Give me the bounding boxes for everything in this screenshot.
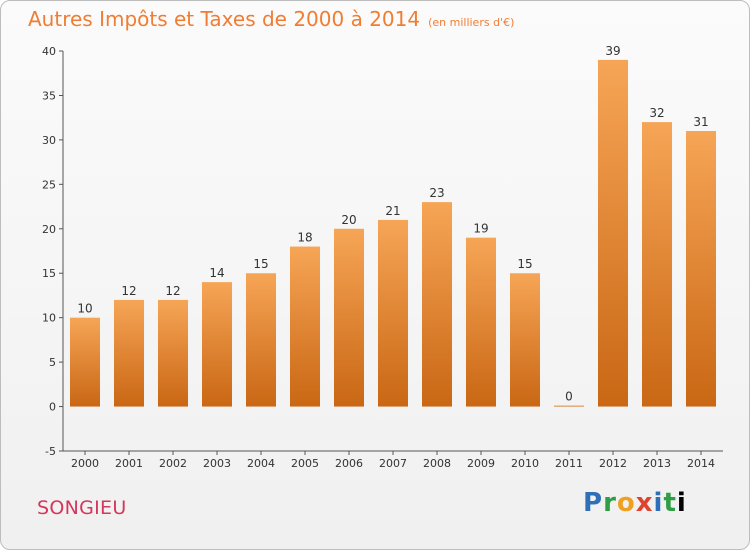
x-tick-label: 2004	[247, 457, 275, 470]
data-label: 39	[605, 44, 620, 58]
bar	[114, 299, 144, 407]
y-tick-label: 5	[49, 356, 56, 369]
bar	[422, 202, 452, 407]
data-label: 23	[429, 186, 444, 200]
x-tick-label: 2009	[467, 457, 495, 470]
x-tick-label: 2000	[71, 457, 99, 470]
commune-name: SONGIEU	[37, 497, 127, 519]
bar	[554, 405, 584, 407]
bar	[158, 299, 188, 407]
y-tick-label: 25	[42, 178, 56, 191]
data-label: 21	[385, 204, 400, 218]
x-tick-label: 2002	[159, 457, 187, 470]
x-tick-label: 2005	[291, 457, 319, 470]
data-label: 12	[165, 284, 180, 298]
x-tick-label: 2001	[115, 457, 143, 470]
proxiti-logo: Proxiti	[583, 488, 687, 518]
bar	[378, 219, 408, 407]
bar	[598, 59, 628, 407]
data-label: 15	[517, 257, 532, 271]
y-tick-label: 30	[42, 134, 56, 147]
bar	[70, 317, 100, 407]
x-tick-label: 2014	[687, 457, 715, 470]
x-tick-label: 2012	[599, 457, 627, 470]
data-label: 32	[649, 106, 664, 120]
y-tick-label: 15	[42, 267, 56, 280]
data-label: 18	[297, 231, 312, 245]
data-label: 19	[473, 222, 488, 236]
chart-title: Autres Impôts et Taxes de 2000 à 2014 (en…	[28, 7, 514, 31]
x-tick-label: 2006	[335, 457, 363, 470]
y-tick-label: 0	[49, 401, 56, 414]
x-tick-label: 2011	[555, 457, 583, 470]
x-tick-label: 2003	[203, 457, 231, 470]
data-label: 12	[121, 284, 136, 298]
x-tick-label: 2013	[643, 457, 671, 470]
bar	[642, 122, 672, 407]
x-tick-label: 2008	[423, 457, 451, 470]
bar	[466, 237, 496, 407]
y-tick-label: 20	[42, 223, 56, 236]
bar	[686, 131, 716, 407]
y-tick-label: 40	[42, 45, 56, 58]
data-label: 20	[341, 213, 356, 227]
y-tick-label: 35	[42, 89, 56, 102]
data-label: 31	[693, 115, 708, 129]
x-tick-label: 2010	[511, 457, 539, 470]
bar	[510, 273, 540, 407]
bar	[290, 246, 320, 407]
bar	[246, 273, 276, 407]
data-label: 0	[565, 390, 573, 404]
chart-subtitle: (en milliers d'€)	[428, 16, 515, 29]
chart-title-text: Autres Impôts et Taxes de 2000 à 2014	[28, 7, 421, 31]
data-label: 14	[209, 266, 224, 280]
y-tick-label: -5	[45, 445, 56, 458]
bar	[202, 282, 232, 407]
data-label: 10	[77, 302, 92, 316]
data-label: 15	[253, 257, 268, 271]
y-tick-label: 10	[42, 312, 56, 325]
x-tick-label: 2007	[379, 457, 407, 470]
bar	[334, 228, 364, 407]
